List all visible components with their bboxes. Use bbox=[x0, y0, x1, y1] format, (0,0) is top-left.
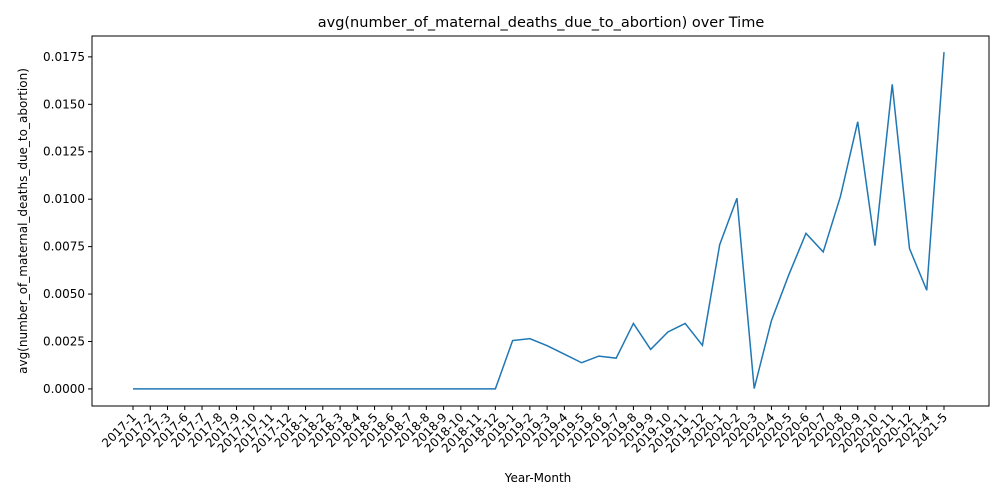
y-tick-label: 0.0100 bbox=[43, 192, 85, 206]
series-line bbox=[133, 52, 945, 390]
y-tick-label: 0.0125 bbox=[43, 145, 85, 159]
y-tick-label: 0.0000 bbox=[43, 382, 85, 396]
y-tick-label: 0.0175 bbox=[43, 50, 85, 64]
y-tick-label: 0.0075 bbox=[43, 240, 85, 254]
y-axis-title: avg(number_of_maternal_deaths_due_to_abo… bbox=[16, 68, 30, 374]
plot-area bbox=[91, 35, 990, 407]
y-tick-label: 0.0150 bbox=[43, 97, 85, 111]
y-tick-label: 0.0025 bbox=[43, 334, 85, 348]
y-tick-label: 0.0050 bbox=[43, 287, 85, 301]
y-axis: 0.0000 0.0025 0.0050 0.0075 0.0100 0.0125 0.01… bbox=[43, 50, 92, 396]
x-axis-title: Year-Month bbox=[504, 471, 572, 485]
chart-title: avg(number_of_maternal_deaths_due_to_abo… bbox=[318, 15, 765, 31]
x-axis: 2017-12017-22017-32017-62017-72017-82017… bbox=[99, 406, 950, 456]
